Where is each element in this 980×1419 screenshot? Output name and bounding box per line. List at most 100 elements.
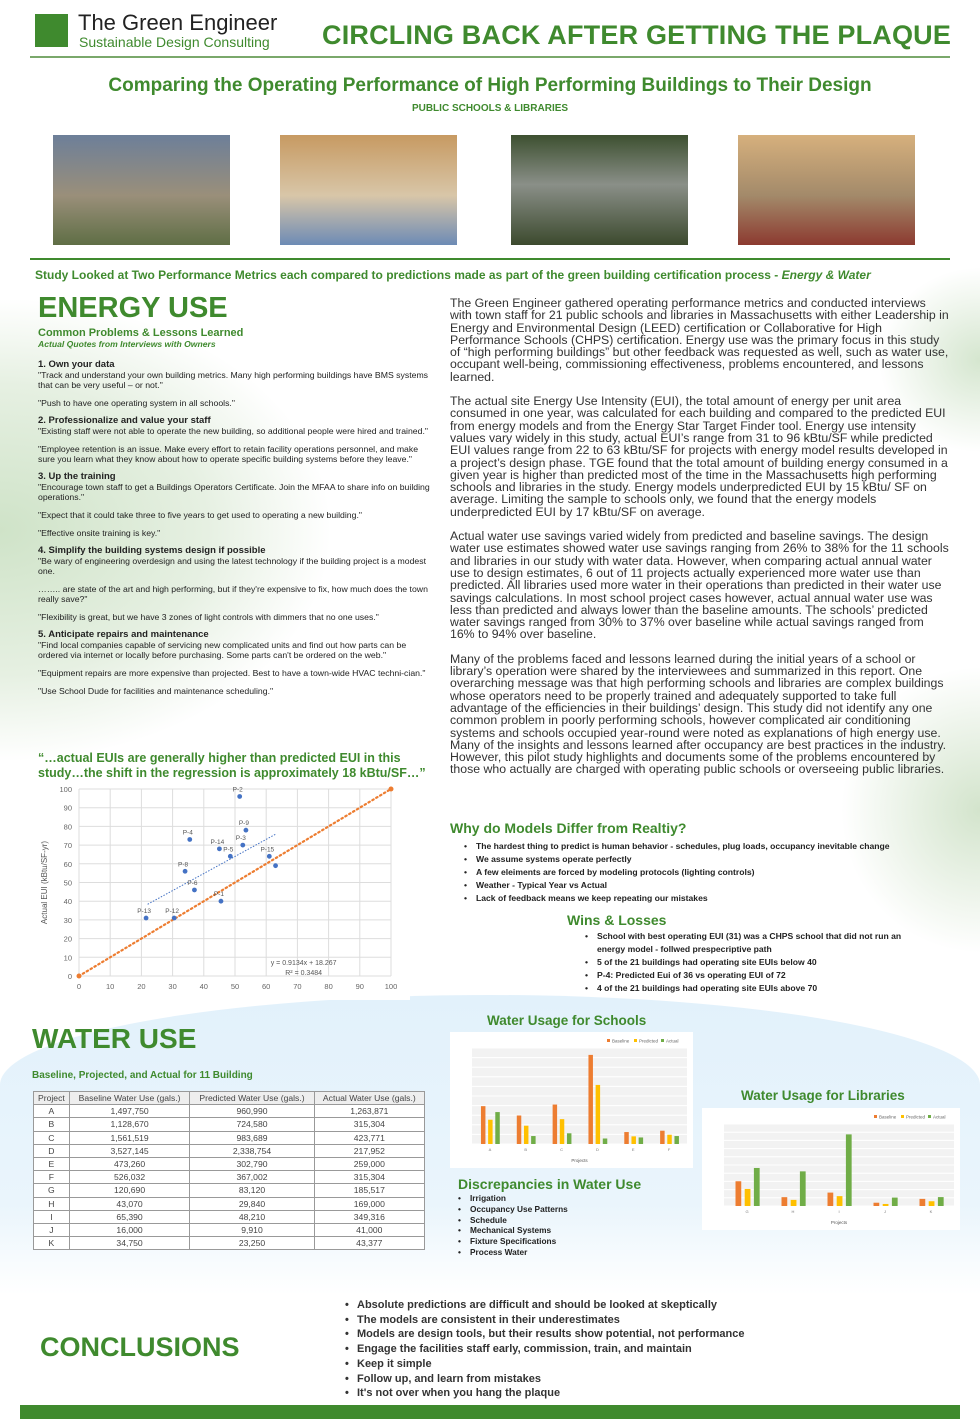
x-tick-label: G [745,1209,748,1214]
lesson-quote: …….. are state of the art and high perfo… [38,584,428,604]
point-label: P-5 [223,846,234,853]
table-cell: 259,000 [313,1156,426,1172]
table-cell: 315,304 [313,1117,426,1132]
table-cell: E [33,1156,70,1172]
y-tick-label: 70 [64,841,72,850]
x-tick-label: B [524,1147,527,1152]
conclusions-heading: CONCLUSIONS [40,1332,240,1362]
x-tick-label: 10 [106,982,114,991]
y-tick-label: 50 [64,879,72,888]
table-cell: 1,497,750 [68,1104,191,1119]
table-row: D 3,527,145 2,338,754 217,952 [33,1143,426,1158]
list-item: 4 of the 21 buildings had operating site… [585,982,915,995]
banner-text: Study Looked at Two Performance Metrics … [35,268,782,282]
x-tick-label: 30 [168,982,176,991]
legend-label: Baseline [612,1039,630,1044]
bar-predicted [595,1084,601,1144]
poster-category: PUBLIC SCHOOLS & LIBRARIES [411,103,569,114]
table-row: G 120,690 83,120 185,517 [33,1183,426,1198]
energy-subheading: Common Problems & Lessons Learned [38,327,244,339]
bar-baseline [873,1202,880,1206]
data-point [143,915,149,921]
lesson-quote: "Encourage town staff to get a Buildings… [38,482,430,502]
bar-predicted [523,1125,529,1144]
y-tick-label: 30 [64,916,72,925]
list-item: Occupancy Use Patterns [458,1204,568,1215]
poster-subtitle: Comparing the Operating Performance of H… [108,75,872,96]
data-point [273,863,278,869]
trendline-r2: R² = 0.3484 [285,970,322,977]
list-item: Lack of feedback means we keep repeating… [464,892,954,905]
photo-school-exterior [53,135,230,245]
data-point [171,915,177,921]
bar-baseline [781,1197,788,1206]
legend-swatch [607,1039,610,1042]
body-paragraph: Many of the problems faced and lessons l… [450,651,947,777]
wins-heading: Wins & Losses [567,912,667,928]
list-item: Mechanical Systems [458,1225,568,1236]
list-item: Follow up, and learn from mistakes [345,1372,945,1387]
x-tick-label: F [668,1147,671,1152]
list-item: 5 of the 21 buildings had operating site… [585,956,915,969]
legend-swatch [901,1115,904,1118]
bar-actual [674,1136,679,1144]
data-point [243,827,249,833]
body-text: The Green Engineer gathered operating pe… [450,297,950,788]
libraries-water-chart: G H I J K Baseline Predicted Actual Projects [702,1108,960,1230]
x-tick-label: H [792,1209,795,1214]
point-label: P-8 [178,861,189,868]
list-item: Absolute predictions are difficult and s… [345,1298,945,1313]
data-point [218,898,224,904]
x-tick-label: 80 [324,982,332,991]
table-cell: 960,990 [189,1104,315,1119]
y-tick-label: 10 [64,953,72,962]
lesson-quote: "Track and understand your own building … [38,370,429,390]
bar-actual [495,1112,500,1144]
y-tick-label: 0 [68,972,72,981]
table-cell: 367,002 [189,1170,315,1185]
data-point [182,868,188,874]
y-tick-label: 100 [59,785,72,794]
bar-predicted [928,1201,935,1206]
table-cell: H [33,1196,70,1211]
x-tick-label: C [560,1147,563,1152]
banner-emphasis: Energy & Water [781,268,871,282]
list-item: Process Water [458,1247,568,1258]
table-cell: 169,000 [313,1196,426,1211]
lesson-title: 3. Up the training [38,471,116,482]
x-tick-label: 70 [293,982,301,991]
bar-baseline [588,1054,593,1144]
table-cell: 473,260 [68,1156,191,1172]
x-tick-label: A [489,1147,492,1152]
x-tick-label: 60 [262,982,270,991]
x-tick-label: I [838,1209,839,1214]
table-cell: 41,000 [313,1222,426,1238]
list-item: School with best operating EUI (31) was … [585,930,915,956]
list-item: Irrigation [458,1193,568,1204]
lesson-title: 2. Professionalize and value your staff [38,415,211,426]
column-header: Baseline Water Use (gals.) [68,1090,191,1106]
y-tick-label: 40 [64,897,72,906]
libraries-chart-title: Water Usage for Libraries [741,1088,905,1103]
x-tick-label: 50 [231,982,239,991]
schools-chart-title: Water Usage for Schools [487,1013,647,1028]
table-row: K 34,750 23,250 43,377 [33,1236,426,1251]
table-cell: 217,952 [313,1143,426,1158]
table-cell: 29,840 [189,1196,315,1211]
legend-swatch [928,1115,931,1118]
bar-actual [566,1133,572,1144]
reference-point [76,973,82,979]
list-item: Models are design tools, but their resul… [345,1327,945,1342]
x-tick-label: 0 [77,982,81,991]
chart-background [30,780,410,1000]
table-cell: 34,750 [68,1236,191,1251]
data-point [192,887,197,893]
bar-actual [531,1136,536,1144]
list-item: We assume systems operate perfectly [464,853,954,866]
energy-note: Actual Quotes from Interviews with Owner… [38,339,216,349]
legend-swatch [874,1115,877,1118]
y-axis-label: Actual EUI (kBtu/SF-yr) [40,841,49,924]
table-row: J 16,000 9,910 41,000 [33,1222,426,1238]
list-item: Engage the facilities staff early, commi… [345,1342,945,1357]
table-cell: 526,032 [68,1170,191,1185]
